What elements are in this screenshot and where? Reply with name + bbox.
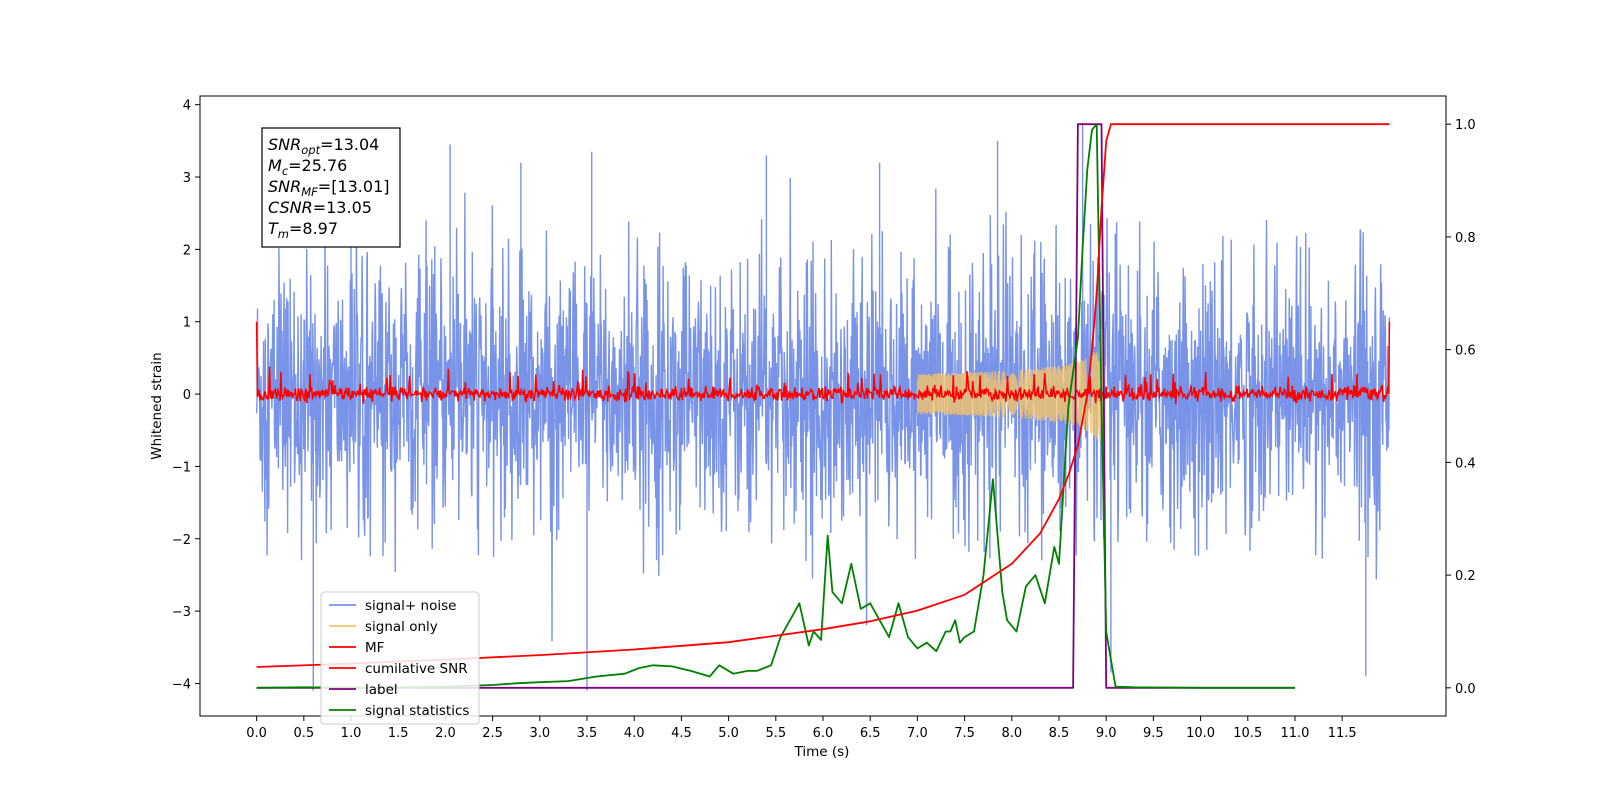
annotation-line: SNRMF=[13.01] — [268, 177, 390, 199]
y-tick-label: −3 — [172, 605, 191, 620]
annotation-line: Mc=25.76 — [268, 156, 347, 178]
legend-entry: cumilative SNR — [365, 661, 468, 677]
y-tick-label: 2 — [183, 243, 191, 258]
series-signal-only — [916, 329, 1104, 451]
x-tick-label: 0.5 — [293, 726, 314, 741]
legend-entry: signal statistics — [365, 703, 469, 719]
series-mf — [255, 321, 1391, 405]
series-signal-statistics — [256, 123, 1295, 689]
series-cumulative-snr — [256, 123, 1390, 668]
x-tick-label: 2.0 — [435, 726, 456, 741]
x-tick-label: 5.0 — [718, 726, 739, 741]
x-tick-label: 0.0 — [246, 726, 267, 741]
x-tick-label: 2.5 — [482, 726, 503, 741]
legend — [320, 591, 480, 725]
y2-tick-label: 0.0 — [1455, 682, 1476, 697]
x-tick-label: 3.5 — [577, 726, 598, 741]
x-tick-label: 11.0 — [1280, 726, 1309, 741]
legend-entry: signal+ noise — [365, 598, 456, 614]
annotation-box — [261, 127, 401, 248]
x-tick-label: 1.0 — [341, 726, 362, 741]
y-tick-label: 1 — [183, 316, 191, 331]
annotation-line: SNRopt=13.04 — [268, 135, 379, 157]
x-tick-label: 3.0 — [529, 726, 550, 741]
x-tick-label: 10.5 — [1233, 726, 1262, 741]
x-tick-label: 5.5 — [765, 726, 786, 741]
x-tick-label: 9.0 — [1096, 726, 1117, 741]
legend-entry: MF — [365, 640, 384, 656]
legend-entry: signal only — [365, 619, 438, 635]
x-axis-label: Time (s) — [794, 744, 850, 760]
annotation-line: Tm=8.97 — [268, 219, 338, 241]
y-tick-label: 0 — [183, 388, 191, 403]
x-tick-label: 4.5 — [671, 726, 692, 741]
x-tick-label: 11.5 — [1328, 726, 1357, 741]
x-tick-label: 9.5 — [1143, 726, 1164, 741]
x-tick-label: 8.0 — [1001, 726, 1022, 741]
y2-tick-label: 0.4 — [1455, 456, 1476, 471]
y-tick-label: 4 — [183, 99, 191, 114]
x-tick-label: 6.0 — [813, 726, 834, 741]
y2-tick-label: 0.8 — [1455, 231, 1476, 246]
x-tick-label: 7.5 — [954, 726, 975, 741]
y-tick-label: 3 — [183, 171, 191, 186]
y2-tick-label: 1.0 — [1455, 118, 1476, 133]
y-tick-label: −4 — [172, 677, 191, 692]
x-tick-label: 7.0 — [907, 726, 928, 741]
x-tick-label: 1.5 — [388, 726, 409, 741]
x-tick-label: 4.0 — [624, 726, 645, 741]
y-tick-label: −2 — [172, 533, 191, 548]
y2-tick-label: 0.6 — [1455, 344, 1476, 359]
x-tick-label: 10.0 — [1186, 726, 1215, 741]
annotation-line: CSNR=13.05 — [268, 198, 372, 217]
x-tick-label: 6.5 — [860, 726, 881, 741]
y2-tick-label: 0.2 — [1455, 569, 1476, 584]
legend-entry: label — [365, 682, 398, 698]
x-tick-label: 8.5 — [1049, 726, 1070, 741]
y-axis-label: Whitened strain — [149, 352, 165, 459]
y-tick-label: −1 — [172, 460, 191, 475]
